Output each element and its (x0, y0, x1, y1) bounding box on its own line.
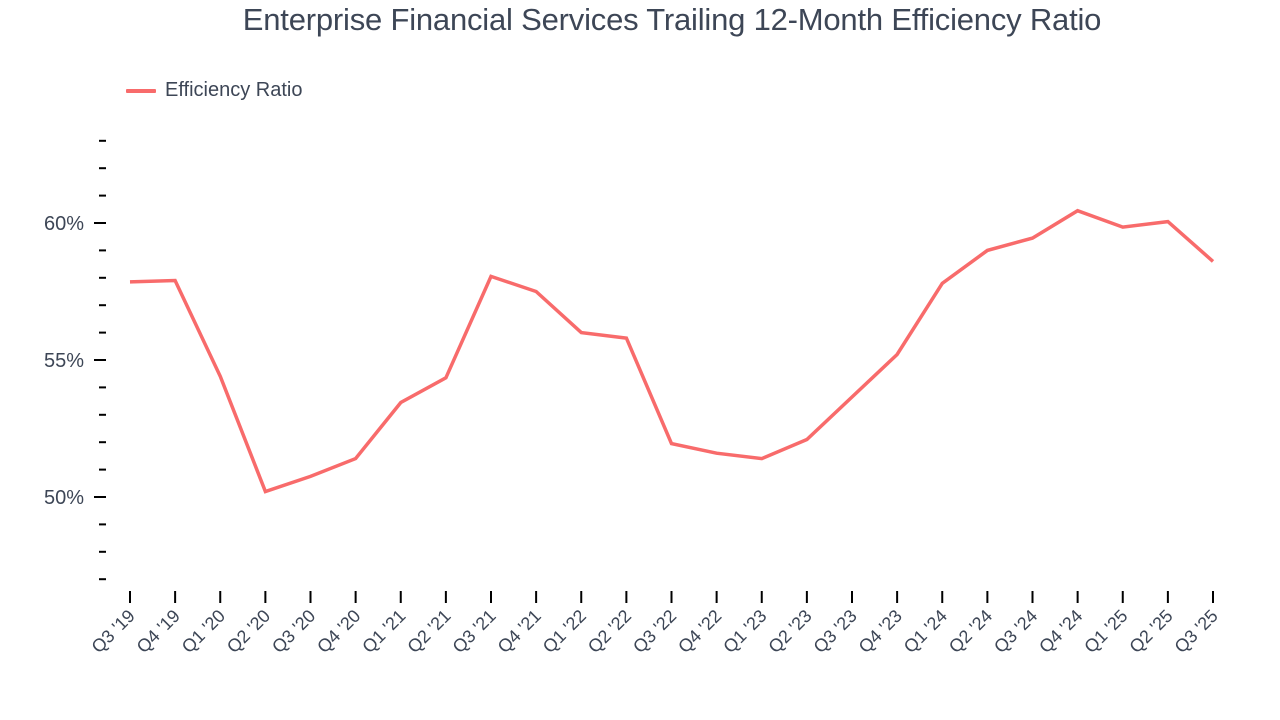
efficiency-ratio-line (129, 208, 1215, 494)
x-tick-label: Q3 '20 (268, 606, 319, 657)
x-tick-label: Q2 '23 (764, 606, 815, 657)
x-tick-label: Q3 '19 (88, 606, 139, 657)
x-tick-label: Q2 '20 (223, 606, 274, 657)
x-tick-label: Q3 '25 (1171, 606, 1222, 657)
x-tick-label: Q2 '24 (945, 606, 996, 657)
legend-label-efficiency-ratio: Efficiency Ratio (165, 79, 303, 101)
x-tick-label: Q1 '20 (178, 606, 229, 657)
legend-swatch-efficiency-ratio (126, 88, 156, 93)
x-tick-label: Q4 '20 (313, 606, 364, 657)
y-axis: 50% 55% 60% (44, 139, 106, 581)
x-tick-label: Q4 '24 (1035, 606, 1086, 657)
x-tick-label: Q1 '25 (1080, 606, 1131, 657)
x-tick-label: Q4 '22 (674, 606, 725, 657)
y-tick-label: 50% (44, 487, 84, 509)
x-tick-label: Q2 '22 (584, 606, 635, 657)
y-tick-label: 60% (44, 213, 84, 235)
chart-title: Enterprise Financial Services Trailing 1… (242, 2, 1102, 37)
x-tick-label: Q3 '24 (990, 606, 1041, 657)
x-tick-label: Q4 '19 (133, 606, 184, 657)
legend: Efficiency Ratio (126, 79, 302, 102)
x-tick-label: Q4 '23 (855, 606, 906, 657)
series-efficiency-ratio (129, 208, 1215, 494)
x-tick-label: Q1 '22 (539, 606, 590, 657)
x-tick-label: Q2 '25 (1125, 606, 1176, 657)
x-tick-label: Q1 '23 (719, 606, 770, 657)
x-tick-label: Q3 '23 (810, 606, 861, 657)
x-tick-label: Q1 '21 (358, 606, 409, 657)
x-tick-label: Q3 '22 (629, 606, 680, 657)
y-tick-label: 55% (44, 350, 84, 372)
x-tick-label: Q3 '21 (449, 606, 500, 657)
x-tick-label: Q2 '21 (403, 606, 454, 657)
x-tick-label: Q4 '21 (494, 606, 545, 657)
x-tick-label: Q1 '24 (900, 606, 951, 657)
